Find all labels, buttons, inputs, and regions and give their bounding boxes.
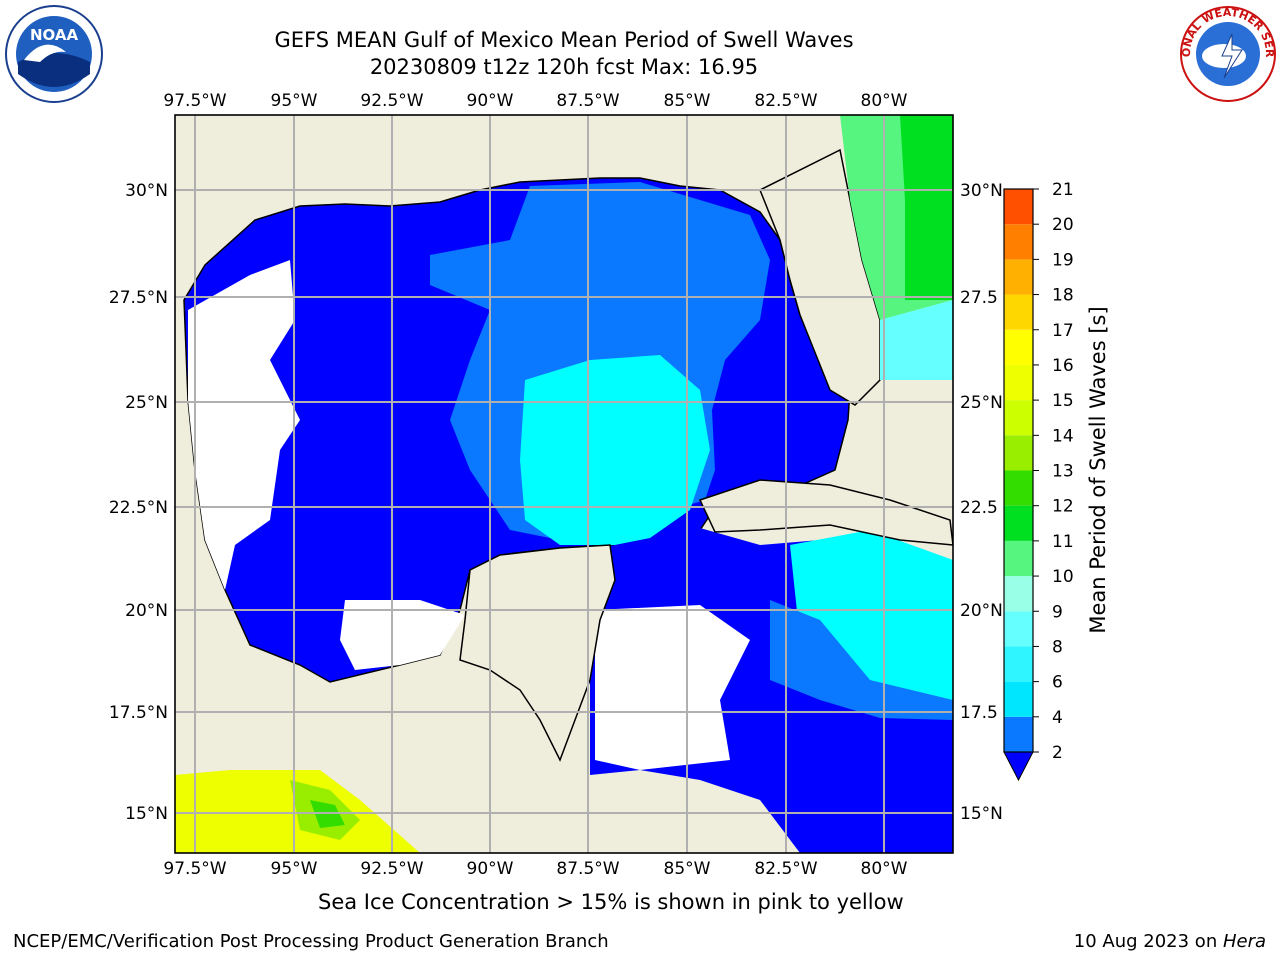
colorbar-tick-label: 10 xyxy=(1052,567,1074,587)
lon-label: 85°W xyxy=(664,91,711,111)
colorbar-band xyxy=(1004,611,1033,647)
lat-label: 27.5°N xyxy=(109,288,168,308)
lon-label: 95°W xyxy=(271,91,318,111)
colorbar-band xyxy=(1004,294,1033,330)
colorbar-band xyxy=(1004,681,1033,717)
colorbar-band xyxy=(1004,716,1033,752)
atlantic-green xyxy=(900,115,953,300)
lon-labels-bottom: 97.5°W 95°W 92.5°W 90°W 87.5°W 85°W 82.5°W 80°W xyxy=(163,859,907,879)
colorbar-tick-label: 15 xyxy=(1052,391,1074,411)
lon-label: 87.5°W xyxy=(556,859,619,879)
colorbar-tick-label: 17 xyxy=(1052,321,1074,341)
colorbar-tick-label: 6 xyxy=(1052,673,1063,693)
nws-logo: NATIONAL WEATHER SERVICE xyxy=(1178,4,1276,102)
colorbar-tick-label: 4 xyxy=(1052,708,1063,728)
lon-label: 92.5°W xyxy=(360,91,423,111)
colorbar-tick-label: 19 xyxy=(1052,250,1074,270)
chart-title: GEFS MEAN Gulf of Mexico Mean Period of … xyxy=(274,28,854,52)
map-field xyxy=(175,115,953,853)
colorbar-tick-label: 20 xyxy=(1052,215,1074,235)
colorbar-band xyxy=(1004,646,1033,682)
caribbean-swell-mid xyxy=(770,600,953,720)
colorbar-band xyxy=(1004,224,1033,260)
lat-label: 17.5°N xyxy=(109,703,168,723)
colorbar-tick-label: 12 xyxy=(1052,497,1074,517)
lon-label: 80°W xyxy=(861,859,908,879)
lat-label: 27.5 xyxy=(960,288,998,308)
map-frame xyxy=(174,114,954,854)
colorbar-band xyxy=(1004,576,1033,612)
colorbar-band xyxy=(1004,540,1033,577)
colorbar-tick-label: 2 xyxy=(1052,743,1063,763)
colorbar-tick-label: 9 xyxy=(1052,602,1063,622)
lon-label: 80°W xyxy=(861,91,908,111)
colorbar-band xyxy=(1004,189,1033,225)
chart-subtitle: 20230809 t12z 120h fcst Max: 16.95 xyxy=(369,55,759,79)
lon-label: 97.5°W xyxy=(163,91,226,111)
colorbar-tick-label: 21 xyxy=(1052,180,1074,200)
florida xyxy=(759,148,881,406)
colorbar-tick-label: 11 xyxy=(1052,532,1074,552)
lat-label: 30°N xyxy=(125,181,168,201)
colorbar-band xyxy=(1004,259,1033,295)
caribbean-white xyxy=(595,605,750,770)
colorbar-extend xyxy=(1003,751,1034,782)
lat-label: 25°N xyxy=(125,393,168,413)
noaa-logo: NOAA xyxy=(5,5,103,103)
lon-label: 82.5°W xyxy=(754,859,817,879)
colorbar: 2 4 6 8 9 10 11 12 13 14 15 16 17 18 19 20 21 xyxy=(1003,180,1074,782)
footer-date-text: 10 Aug 2023 on xyxy=(1073,931,1223,952)
lat-label: 30°N xyxy=(960,181,1003,201)
colorbar-band xyxy=(1004,364,1033,401)
footer-host: Hera xyxy=(1222,931,1266,952)
lat-label: 22.5°N xyxy=(109,498,168,518)
lat-label: 20°N xyxy=(125,601,168,621)
lat-label: 22.5 xyxy=(960,498,998,518)
sea-ice-note: Sea Ice Concentration > 15% is shown in … xyxy=(318,890,904,914)
lat-label: 15°N xyxy=(125,804,168,824)
colorbar-tick-label: 14 xyxy=(1052,426,1074,446)
colorbar-band xyxy=(1004,470,1033,506)
colorbar-band xyxy=(1004,329,1033,365)
lon-label: 97.5°W xyxy=(163,859,226,879)
map-gridlines xyxy=(175,115,953,853)
lon-label: 95°W xyxy=(271,859,318,879)
lon-label: 85°W xyxy=(664,859,711,879)
atlantic-cyan xyxy=(880,300,953,380)
colorbar-band xyxy=(1004,505,1033,541)
nodata-south xyxy=(340,600,465,670)
colorbar-tick-label: 16 xyxy=(1052,356,1074,376)
lon-labels-top: 97.5°W 95°W 92.5°W 90°W 87.5°W 85°W 82.5°W 80°W xyxy=(163,91,907,111)
cuba xyxy=(698,479,953,546)
lat-label: 20°N xyxy=(960,601,1003,621)
lat-labels-left: 30°N 27.5°N 25°N 22.5°N 20°N 17.5°N 15°N xyxy=(109,181,168,824)
yucatan-peninsula xyxy=(459,544,616,762)
lon-label: 90°W xyxy=(467,859,514,879)
colorbar-band xyxy=(1004,435,1033,471)
lon-label: 82.5°W xyxy=(754,91,817,111)
colorbar-tick-label: 18 xyxy=(1052,286,1074,306)
colorbar-label: Mean Period of Swell Waves [s] xyxy=(1086,306,1110,633)
lat-labels-right: 30°N 27.5 25°N 22.5 20°N 17.5 15°N xyxy=(960,181,1003,824)
lon-label: 87.5°W xyxy=(556,91,619,111)
colorbar-tick-label: 8 xyxy=(1052,637,1063,657)
lat-label: 15°N xyxy=(960,804,1003,824)
colorbar-band xyxy=(1004,400,1033,436)
footer-date: 10 Aug 2023 on Hera xyxy=(1074,931,1266,952)
footer-credit: NCEP/EMC/Verification Post Processing Pr… xyxy=(13,931,609,952)
colorbar-tick-label: 13 xyxy=(1052,462,1074,482)
lon-label: 90°W xyxy=(467,91,514,111)
noaa-logo-text: NOAA xyxy=(30,26,79,44)
lat-label: 17.5 xyxy=(960,703,998,723)
lon-label: 92.5°W xyxy=(360,859,423,879)
lat-label: 25°N xyxy=(960,393,1003,413)
